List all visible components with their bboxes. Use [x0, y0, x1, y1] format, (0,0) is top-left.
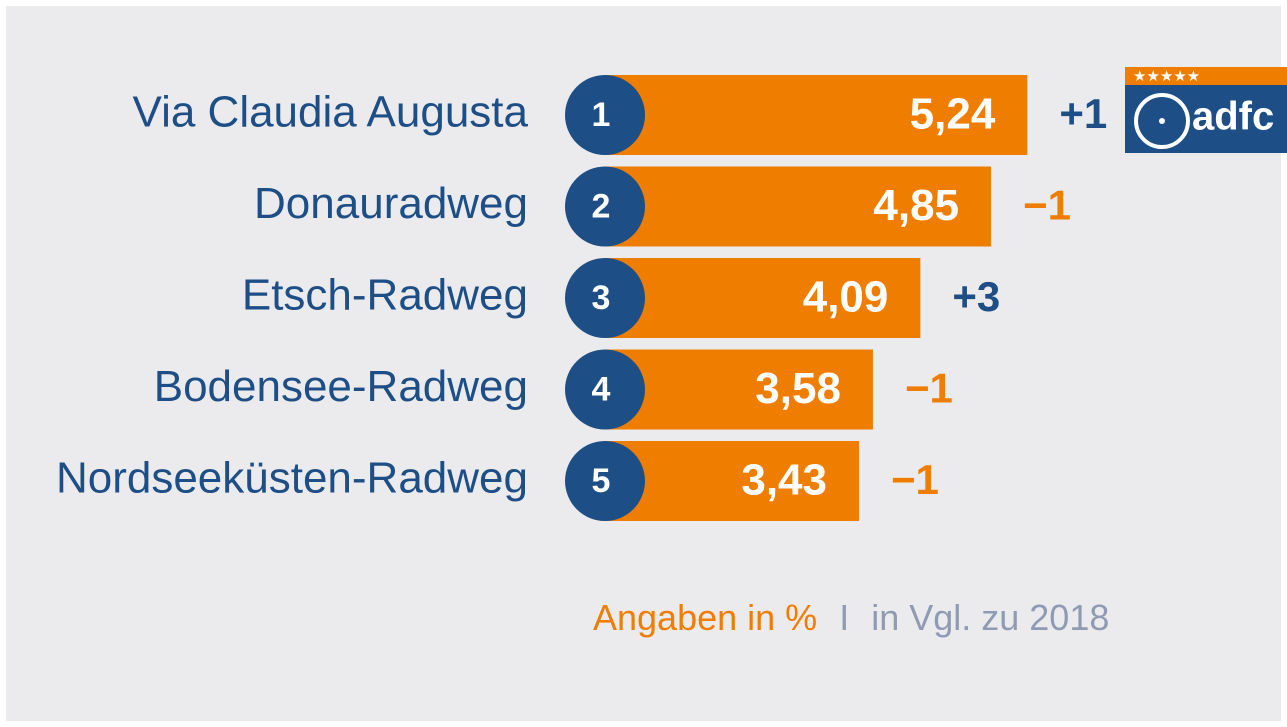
rank-badge	[565, 349, 645, 430]
logo-stars: ★★★★★	[1133, 68, 1200, 85]
footer-comparison: in Vgl. zu 2018	[871, 597, 1109, 638]
logo-strip	[1125, 67, 1287, 85]
change-label: −1	[1023, 182, 1071, 229]
category-label: Nordseeküsten-Radweg	[56, 454, 528, 503]
change-label: +3	[952, 273, 1000, 320]
footer-unit: Angaben in %	[593, 597, 817, 638]
value-label: 4,85	[873, 181, 959, 230]
change-label: −1	[891, 456, 939, 503]
value-label: 3,43	[741, 456, 827, 505]
rank-badge	[565, 441, 645, 521]
category-label: Bodensee-Radweg	[154, 362, 528, 411]
rank-label: 5	[592, 462, 611, 500]
rank-badge	[565, 75, 645, 155]
rank-label: 1	[592, 96, 611, 134]
logo-wheel	[1134, 93, 1190, 149]
logo-text: adfc	[1192, 95, 1274, 139]
change-label: +1	[1059, 90, 1107, 137]
value-label: 5,24	[910, 90, 996, 139]
rank-badge	[565, 166, 645, 247]
logo: ★★★★★ adfc	[1125, 67, 1287, 153]
category-label: Via Claudia Augusta	[133, 88, 529, 137]
rank-badge	[565, 258, 645, 338]
bar	[605, 166, 992, 247]
bar	[605, 75, 1028, 155]
bar	[605, 349, 873, 430]
bar	[605, 258, 921, 338]
value-label: 3,58	[755, 364, 841, 413]
rank-label: 4	[592, 370, 611, 408]
bar	[605, 441, 859, 521]
value-label: 4,09	[803, 273, 889, 322]
change-label: −1	[905, 365, 953, 412]
category-label: Etsch-Radweg	[242, 271, 528, 320]
rank-label: 2	[592, 187, 611, 225]
rank-label: 3	[592, 279, 611, 317]
logo-hub	[1159, 118, 1165, 124]
footer-separator: I	[839, 597, 849, 638]
category-label: Donauradweg	[254, 179, 528, 228]
